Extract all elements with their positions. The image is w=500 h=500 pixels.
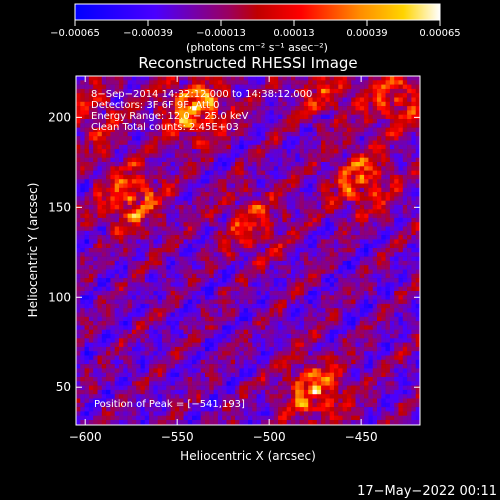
colorbar xyxy=(74,3,441,21)
colorbar-units-label: (photons cm⁻² s⁻¹ asec⁻²) xyxy=(186,41,328,54)
x-tick-label: −500 xyxy=(253,430,286,444)
colorbar-ticks: −0.00065 −0.00039 −0.00013 0.00013 0.00039 0.… xyxy=(50,20,461,39)
annotation-detectors: Detectors: 3F 6F 9F, Att 0 xyxy=(91,100,219,111)
heatmap-image xyxy=(76,76,420,425)
y-axis-label: Heliocentric Y (arcsec) xyxy=(26,183,40,318)
colorbar-tick-label: −0.00039 xyxy=(123,28,173,39)
annotation-method: Clean Total counts: 2.45E+03 xyxy=(91,122,239,133)
colorbar-tick-label: 0.00065 xyxy=(419,28,460,39)
annotation-peak: Position of Peak = [−541,193] xyxy=(94,399,245,410)
y-tick-label: 100 xyxy=(48,290,71,304)
annotation-time-range: 8−Sep−2014 14:32:12.000 to 14:38:12.000 xyxy=(91,89,312,100)
colorbar-tick-label: −0.00013 xyxy=(196,28,246,39)
y-tick-label: 200 xyxy=(48,110,71,124)
chart-title: Reconstructed RHESSI Image xyxy=(138,54,357,72)
colorbar-tick-label: 0.00039 xyxy=(346,28,387,39)
colorbar-tick-label: −0.00065 xyxy=(50,28,100,39)
x-tick-label: −600 xyxy=(69,430,102,444)
colorbar-tick-label: 0.00013 xyxy=(273,28,314,39)
plot-frame xyxy=(75,75,421,426)
footer-timestamp: 17−May−2022 00:11 xyxy=(357,484,497,499)
y-tick-label: 50 xyxy=(56,380,71,394)
y-tick-label: 150 xyxy=(48,200,71,214)
axis-ticks: −600 −550 −500 −450 50 100 150 200 xyxy=(48,76,420,444)
x-axis-label: Heliocentric X (arcsec) xyxy=(180,449,316,463)
x-tick-label: −450 xyxy=(345,430,378,444)
annotation-energy-range: Energy Range: 12.0 − 25.0 keV xyxy=(91,111,248,122)
x-tick-label: −550 xyxy=(161,430,194,444)
